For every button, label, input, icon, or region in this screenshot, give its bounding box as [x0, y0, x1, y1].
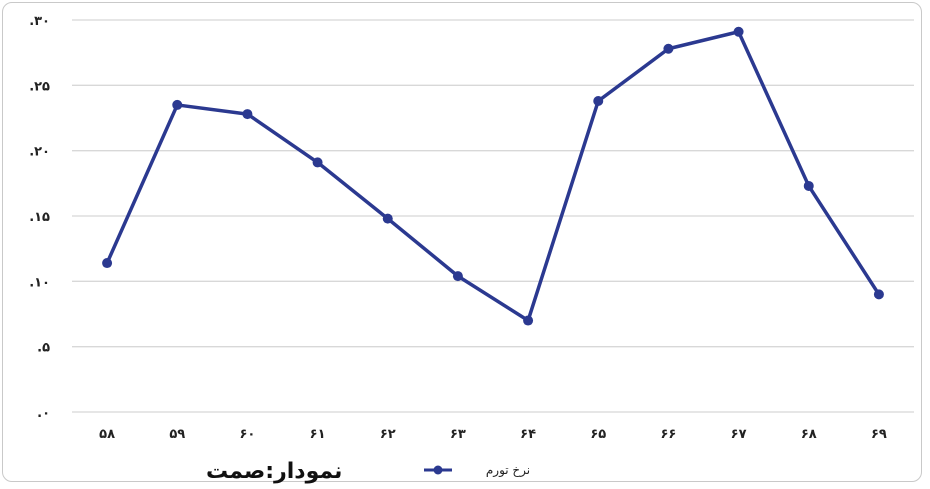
data-point [102, 258, 113, 269]
data-point [593, 96, 604, 107]
legend-label: نرخ تورم [486, 463, 530, 478]
data-point [172, 99, 183, 110]
data-point [523, 315, 534, 326]
data-point [803, 180, 814, 191]
data-point [452, 271, 463, 282]
data-point [382, 213, 393, 224]
legend-point-marker [433, 465, 443, 475]
chart-caption: نمودار:صمت [206, 459, 342, 484]
x-tick-label: ۵۹ [169, 427, 185, 442]
data-point [663, 43, 674, 54]
x-tick-label: ۶۰ [239, 427, 255, 442]
data-point [873, 289, 884, 300]
x-tick-label: ۶۹ [871, 427, 887, 442]
x-tick-label: ۶۵ [590, 427, 606, 442]
y-tick-label: .۲۰ [29, 145, 50, 160]
x-tick-label: ۶۳ [450, 427, 466, 442]
series-layer [102, 26, 884, 326]
y-tick-label: .۲۵ [29, 79, 50, 94]
y-tick-label: .۱۰ [29, 275, 50, 290]
chart-frame [2, 2, 922, 482]
y-axis-ticks: .۰ .۵ .۱۰ .۱۵ .۲۰ .۲۵ .۳۰ [29, 14, 50, 421]
data-point [733, 26, 744, 37]
x-tick-label: ۶۲ [380, 427, 396, 442]
y-tick-label: .۰ [37, 406, 50, 421]
x-tick-label: ۶۷ [731, 427, 747, 442]
x-axis-ticks: ۵۸ ۵۹ ۶۰ ۶۱ ۶۲ ۶۳ ۶۴ ۶۵ ۶۶ ۶۷ ۶۸ ۶۹ [99, 427, 887, 442]
legend: نرخ تورم [424, 463, 530, 478]
grid-lines [72, 19, 914, 413]
x-tick-label: ۶۱ [310, 427, 326, 442]
x-tick-label: ۵۸ [99, 427, 115, 442]
data-point [242, 109, 253, 120]
y-tick-label: .۵ [37, 341, 50, 356]
data-point [312, 157, 323, 168]
y-tick-label: .۳۰ [29, 14, 50, 29]
series-line [105, 30, 881, 323]
y-tick-label: .۱۵ [29, 210, 50, 225]
x-tick-label: ۶۸ [801, 427, 817, 442]
x-tick-label: ۶۶ [660, 427, 676, 442]
x-tick-label: ۶۴ [520, 427, 536, 442]
